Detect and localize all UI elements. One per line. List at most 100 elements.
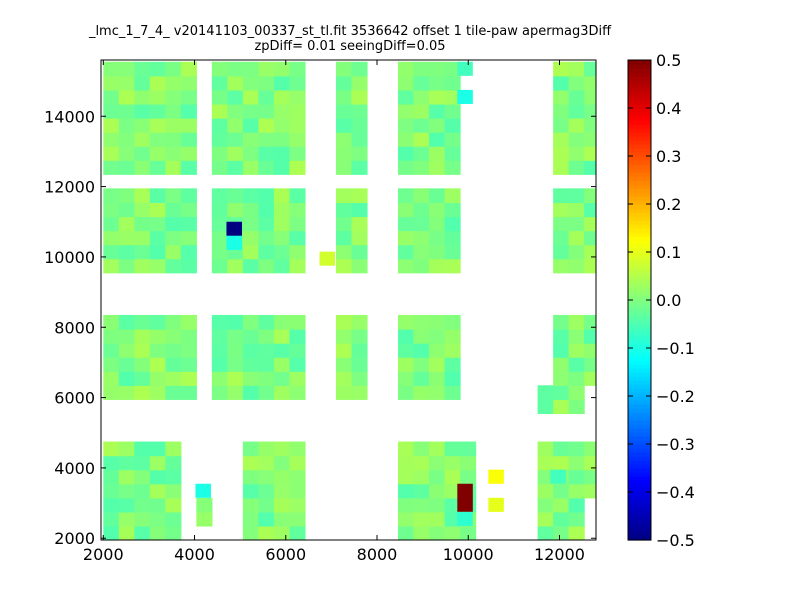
heatmap-cell xyxy=(118,385,135,400)
heatmap-cell xyxy=(273,216,291,232)
heatmap-cell xyxy=(537,469,554,485)
heatmap-highlight-cell xyxy=(488,497,504,512)
heatmap-cell xyxy=(165,483,182,499)
heatmap-cell xyxy=(429,441,446,457)
colorbar-band xyxy=(628,412,651,417)
heatmap-cell xyxy=(568,357,585,372)
heatmap-cell xyxy=(211,188,228,204)
heatmap-cell xyxy=(429,160,446,175)
heatmap-cell xyxy=(460,525,477,540)
colorbar-band xyxy=(628,364,651,369)
colorbar-band xyxy=(628,372,651,377)
heatmap-cell xyxy=(242,202,259,218)
colorbar-band xyxy=(628,440,651,445)
heatmap-cell xyxy=(413,61,430,77)
heatmap-cell xyxy=(444,441,461,457)
heatmap-cell xyxy=(335,216,353,232)
heatmap-cell xyxy=(273,371,291,386)
heatmap-cell xyxy=(273,497,291,513)
heatmap-cell xyxy=(258,61,275,77)
heatmap-cell xyxy=(584,371,596,386)
colorbar-band xyxy=(628,272,651,277)
heatmap-cell xyxy=(103,469,120,485)
colorbar-band xyxy=(628,336,651,341)
colorbar-band xyxy=(628,116,651,121)
heatmap-cell xyxy=(149,244,166,260)
heatmap-cell xyxy=(398,371,415,386)
heatmap-cell xyxy=(537,497,554,513)
heatmap-cell xyxy=(103,385,120,400)
colorbar-band xyxy=(628,340,651,345)
colorbar-band xyxy=(628,520,651,525)
heatmap-cell xyxy=(537,385,554,400)
heatmap-highlight-cell xyxy=(195,483,211,498)
colorbar-band xyxy=(628,252,651,257)
heatmap-cell xyxy=(211,216,228,232)
heatmap-cell xyxy=(398,61,415,77)
heatmap-cell xyxy=(413,483,430,499)
heatmap-cell xyxy=(134,118,151,133)
heatmap-cell xyxy=(289,202,306,218)
heatmap-cell xyxy=(258,258,275,274)
heatmap-cell xyxy=(553,371,570,386)
heatmap-cell xyxy=(553,244,570,260)
heatmap-cell xyxy=(413,202,430,218)
heatmap-cell xyxy=(258,146,275,161)
heatmap-cell xyxy=(103,343,120,358)
colorbar-band xyxy=(628,484,651,489)
heatmap-cell xyxy=(444,61,461,77)
heatmap-cell xyxy=(429,244,446,260)
heatmap-cell xyxy=(134,216,151,232)
heatmap-cell xyxy=(211,61,228,77)
colorbar-band xyxy=(628,260,651,265)
colorbar-band xyxy=(628,64,651,69)
heatmap-cell xyxy=(103,258,120,274)
heatmap-cell xyxy=(600,512,616,527)
heatmap-cell xyxy=(134,61,151,77)
heatmap-cell xyxy=(258,497,275,513)
heatmap-cell xyxy=(584,343,596,358)
colorbar-tick-label: 0.0 xyxy=(656,291,681,310)
heatmap-cell xyxy=(227,146,244,161)
heatmap-cell xyxy=(134,469,151,485)
colorbar-tick-label: 0.1 xyxy=(656,243,681,262)
heatmap-cell xyxy=(103,357,120,372)
heatmap-cell xyxy=(134,329,151,344)
heatmap-cell xyxy=(568,230,585,246)
heatmap-cell xyxy=(351,230,368,246)
heatmap-cell xyxy=(460,441,477,457)
heatmap-cell xyxy=(600,132,616,147)
heatmap-cell xyxy=(149,511,166,527)
heatmap-cell xyxy=(289,329,306,344)
heatmap-cell xyxy=(553,258,570,274)
colorbar-band xyxy=(628,356,651,361)
heatmap-cell xyxy=(242,216,259,232)
heatmap-cell xyxy=(211,343,228,358)
colorbar-band xyxy=(628,472,651,477)
heatmap-cell xyxy=(429,511,446,527)
heatmap-cell xyxy=(444,118,461,133)
heatmap-cell xyxy=(165,146,182,161)
colorbar-band xyxy=(628,204,651,209)
colorbar-band xyxy=(628,500,651,505)
colorbar-tick-label: 0.5 xyxy=(656,51,681,70)
heatmap-cell xyxy=(134,483,151,499)
heatmap-cell xyxy=(600,470,616,485)
heatmap-cell xyxy=(413,343,430,358)
heatmap-cell xyxy=(180,258,197,274)
heatmap-cell xyxy=(413,511,430,527)
heatmap-cell xyxy=(413,385,430,400)
heatmap-cell xyxy=(413,455,430,471)
colorbar-band xyxy=(628,324,651,329)
heatmap-cell xyxy=(165,118,182,133)
heatmap-cell xyxy=(429,314,446,330)
colorbar-band xyxy=(628,200,651,205)
heatmap-cell xyxy=(258,132,275,147)
colorbar-band xyxy=(628,232,651,237)
plot-frame xyxy=(100,59,597,541)
colorbar-band xyxy=(628,172,651,177)
heatmap-cell xyxy=(118,314,135,330)
heatmap-cell xyxy=(568,469,585,485)
heatmap-cell xyxy=(413,441,430,457)
heatmap-cell xyxy=(553,61,570,77)
